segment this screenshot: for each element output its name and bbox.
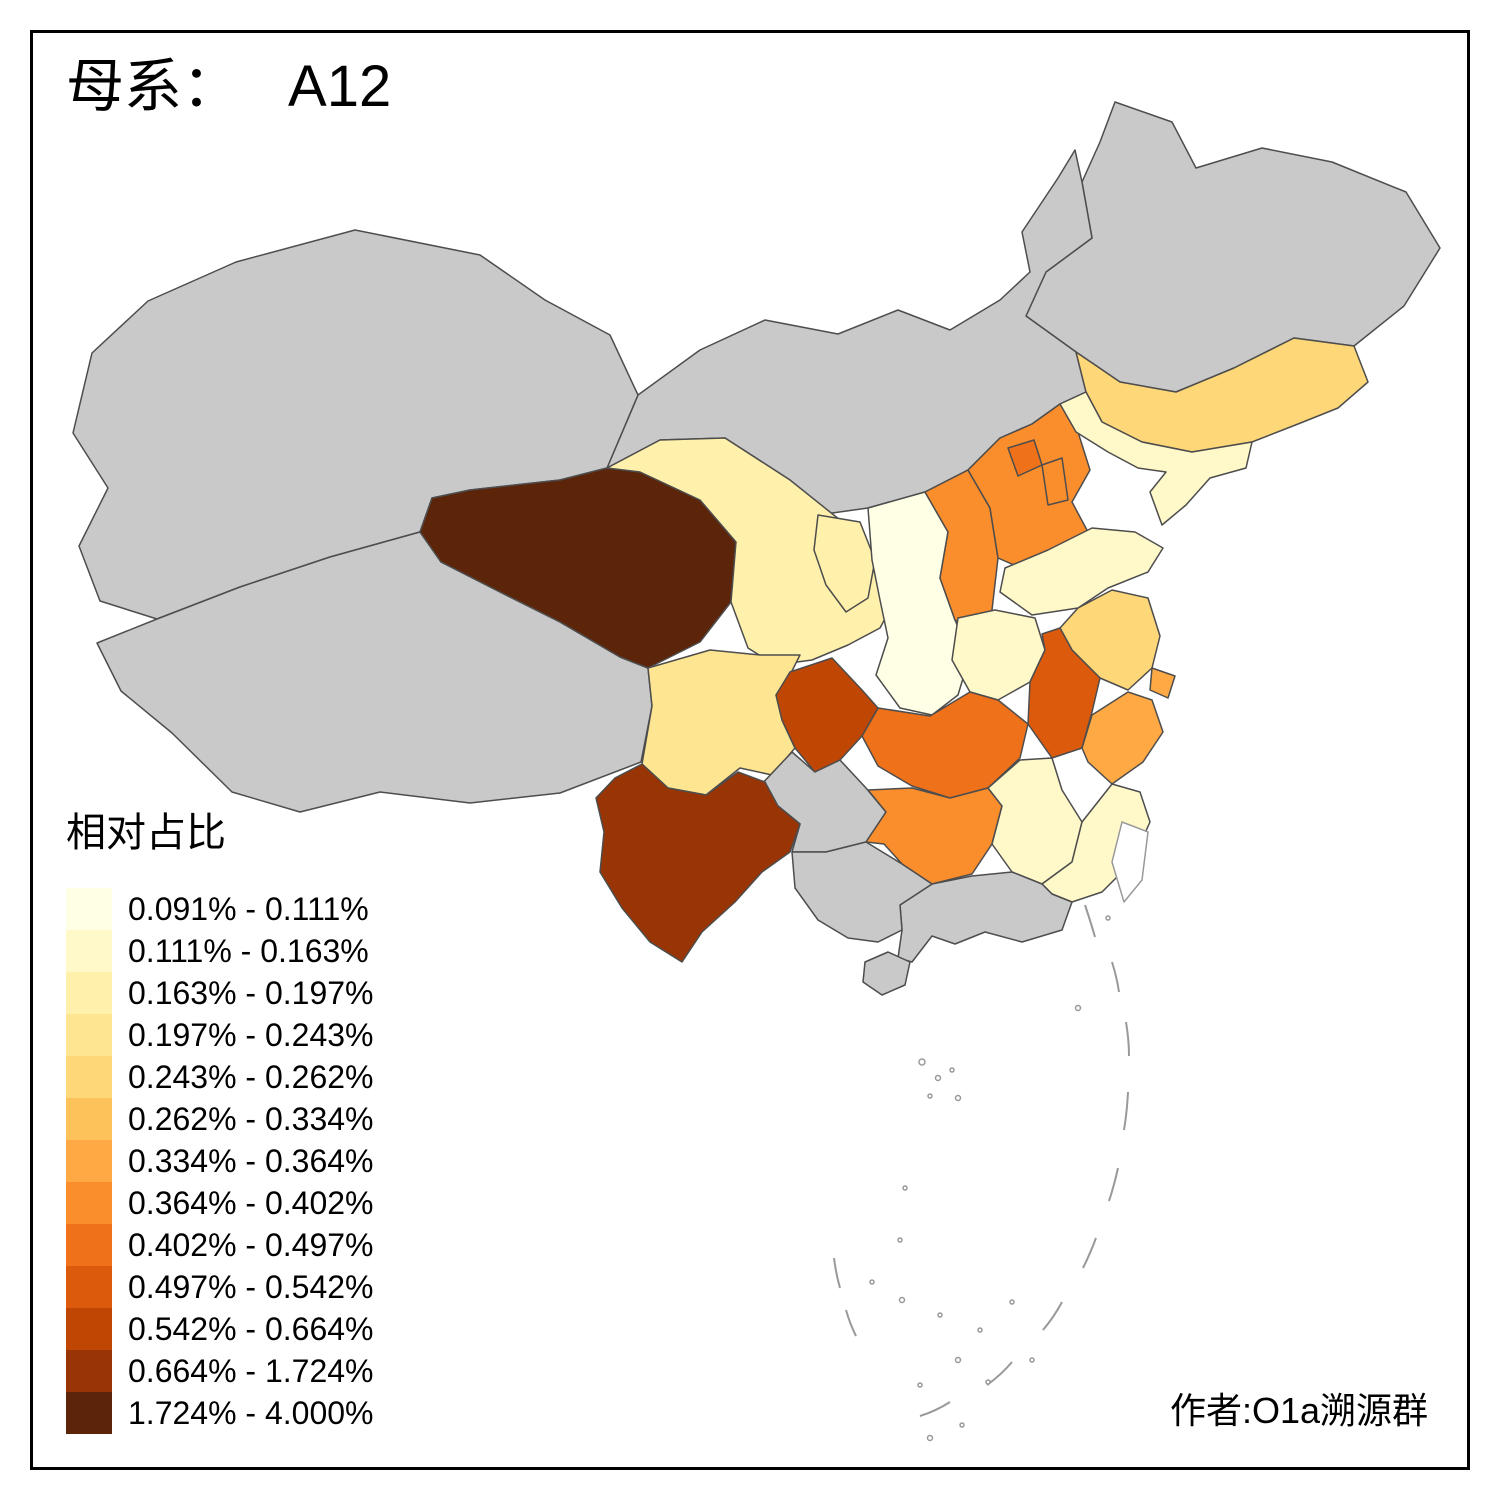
legend-item: 0.091% - 0.111%	[66, 888, 374, 930]
legend-swatch	[66, 1140, 112, 1182]
province-guangdong	[897, 871, 1073, 963]
legend-swatch	[66, 972, 112, 1014]
legend-items: 0.091% - 0.111% 0.111% - 0.163% 0.163% - 0…	[66, 888, 374, 1434]
province-tianjin	[1041, 457, 1069, 506]
title-value: A12	[288, 54, 392, 119]
province-guangxi	[791, 841, 933, 943]
legend-item: 0.334% - 0.364%	[66, 1140, 374, 1182]
legend-item: 1.724% - 4.000%	[66, 1392, 374, 1434]
province-liaoning	[1059, 391, 1253, 526]
legend-swatch	[66, 1266, 112, 1308]
legend-item: 0.664% - 1.724%	[66, 1350, 374, 1392]
legend-item: 0.262% - 0.334%	[66, 1098, 374, 1140]
legend-swatch	[66, 1350, 112, 1392]
legend-label: 1.724% - 4.000%	[128, 1395, 374, 1431]
legend-label: 0.542% - 0.664%	[128, 1311, 374, 1347]
province-yunnan	[595, 763, 801, 963]
province-zhejiang	[1081, 691, 1164, 785]
legend-item: 0.497% - 0.542%	[66, 1266, 374, 1308]
legend-swatch	[66, 1182, 112, 1224]
legend-label: 0.497% - 0.542%	[128, 1269, 374, 1305]
legend-label: 0.402% - 0.497%	[128, 1227, 374, 1263]
page-title: 母系： A12	[66, 58, 391, 116]
legend-swatch	[66, 1014, 112, 1056]
province-ningxia	[813, 514, 876, 613]
province-hainan	[862, 951, 911, 996]
legend-label: 0.364% - 0.402%	[128, 1185, 374, 1221]
south-china-sea-islands	[869, 915, 1111, 1442]
provinces-group	[72, 101, 1441, 996]
legend-label: 0.243% - 0.262%	[128, 1059, 374, 1095]
title-prefix: 母系：	[66, 54, 241, 119]
legend-swatch	[66, 1056, 112, 1098]
legend-item: 0.542% - 0.664%	[66, 1308, 374, 1350]
legend-label: 0.091% - 0.111%	[128, 891, 369, 927]
province-taiwan	[1111, 821, 1149, 903]
legend-label: 0.664% - 1.724%	[128, 1353, 374, 1389]
legend-label: 0.334% - 0.364%	[128, 1143, 374, 1179]
legend-label: 0.197% - 0.243%	[128, 1017, 374, 1053]
legend-label: 0.262% - 0.334%	[128, 1101, 374, 1137]
province-heilongjiang	[1025, 101, 1441, 393]
province-qinghai	[419, 467, 737, 669]
legend-item: 0.197% - 0.243%	[66, 1014, 374, 1056]
province-hebei	[967, 403, 1091, 573]
legend-swatch	[66, 930, 112, 972]
nine-dash-line	[833, 904, 1130, 1417]
legend-label: 0.111% - 0.163%	[128, 933, 369, 969]
province-hubei	[861, 691, 1029, 799]
legend-item: 0.402% - 0.497%	[66, 1224, 374, 1266]
legend-item: 0.163% - 0.197%	[66, 972, 374, 1014]
legend: 相对占比 0.091% - 0.111% 0.111% - 0.163% 0.163…	[66, 800, 374, 1434]
legend-item: 0.364% - 0.402%	[66, 1182, 374, 1224]
author-credit: 作者:O1a溯源群	[1169, 1390, 1428, 1431]
legend-swatch	[66, 1308, 112, 1350]
legend-label: 0.163% - 0.197%	[128, 975, 374, 1011]
province-gansu	[606, 437, 896, 666]
province-shandong	[999, 527, 1164, 616]
legend-swatch	[66, 888, 112, 930]
legend-item: 0.111% - 0.163%	[66, 930, 374, 972]
legend-swatch	[66, 1098, 112, 1140]
legend-title: 相对占比	[66, 810, 226, 855]
legend-swatch	[66, 1224, 112, 1266]
legend-item: 0.243% - 0.262%	[66, 1056, 374, 1098]
legend-swatch	[66, 1392, 112, 1434]
province-shanghai	[1149, 667, 1176, 699]
